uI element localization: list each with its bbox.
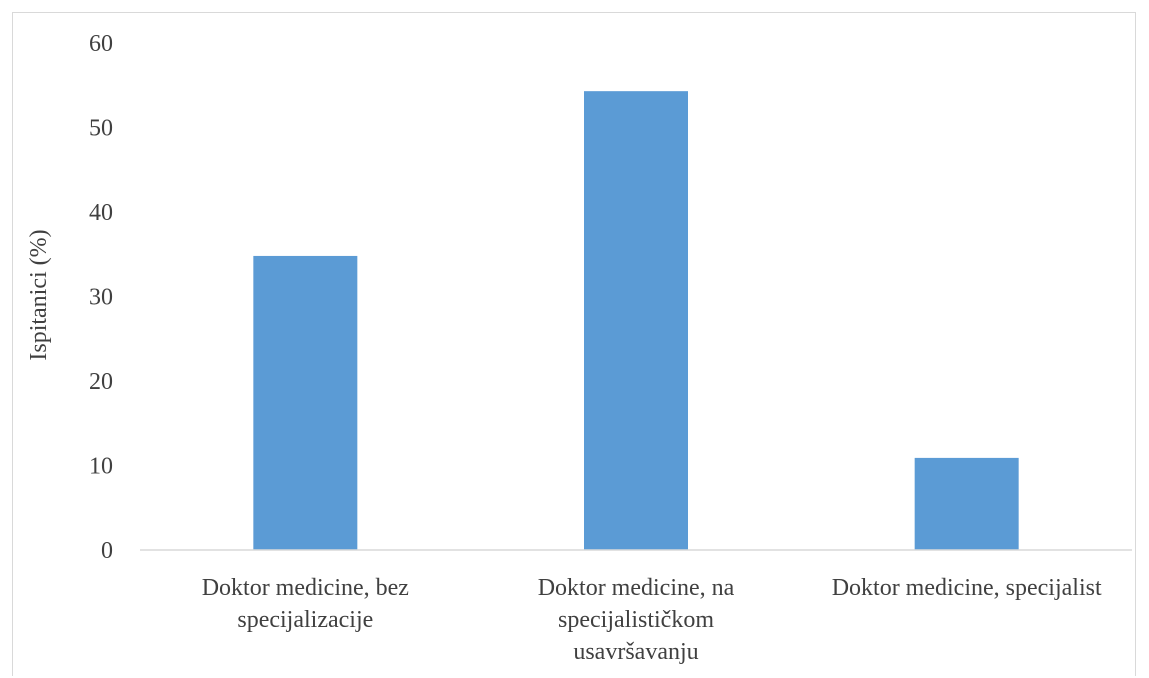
- category-label-line: Doktor medicine, na: [538, 575, 735, 601]
- category-label-line: usavršavanju: [573, 639, 698, 665]
- bars: [253, 91, 1019, 550]
- category-label: Doktor medicine, bez specijalizacije: [202, 575, 409, 633]
- y-tick-label: 60: [89, 31, 113, 57]
- category-label-line: Doktor medicine, specijalist: [832, 575, 1102, 601]
- y-tick-label: 10: [89, 454, 113, 480]
- category-label: Doktor medicine, specijalist: [832, 575, 1102, 601]
- chart-frame: [12, 12, 1136, 676]
- y-tick-label: 20: [89, 369, 113, 395]
- y-tick-label: 0: [101, 538, 113, 564]
- bar: [253, 255, 358, 550]
- category-label-line: specijalizacije: [237, 607, 373, 633]
- y-tick-label: 40: [89, 200, 113, 226]
- y-axis-ticks: 0 10 20 30 40 50 60: [89, 31, 113, 564]
- category-labels: Doktor medicine, bez specijalizacijeDokto…: [202, 575, 1102, 665]
- y-axis-label: Ispitanici (%): [26, 229, 52, 360]
- category-label-line: specijalističkom: [558, 607, 714, 633]
- bar: [914, 457, 1019, 550]
- bar: [584, 91, 688, 550]
- y-tick-label: 50: [89, 116, 113, 142]
- category-label: Doktor medicine, na specijalističkom usavr…: [538, 575, 735, 665]
- y-tick-label: 30: [89, 285, 113, 311]
- category-label-line: Doktor medicine, bez: [202, 575, 409, 601]
